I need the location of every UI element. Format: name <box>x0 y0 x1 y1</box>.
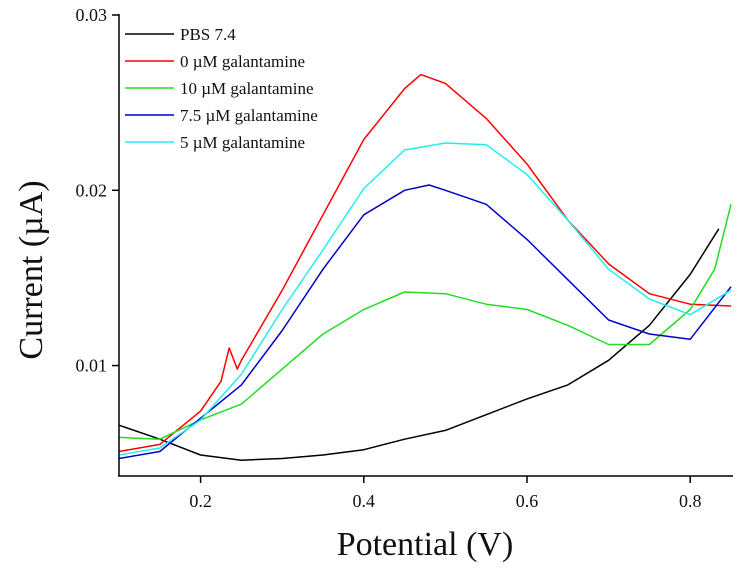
x-tick-label: 0.6 <box>516 491 539 511</box>
legend-label-1: 0 µM galantamine <box>180 52 305 71</box>
legend-label-4: 5 µM galantamine <box>180 133 305 152</box>
series-line-1 <box>118 73 732 453</box>
x-tick-label: 0.4 <box>353 491 376 511</box>
series-line-4 <box>118 142 732 456</box>
legend-label-2: 10 µM galantamine <box>180 79 314 98</box>
legend-label-0: PBS 7.4 <box>180 25 236 44</box>
legend-label-3: 7.5 µM galantamine <box>180 106 318 125</box>
series-line-2 <box>118 204 732 440</box>
y-tick-label: 0.02 <box>76 180 108 200</box>
x-tick-label: 0.8 <box>679 491 702 511</box>
x-tick-label: 0.2 <box>189 491 212 511</box>
ticks-layer: 0.2 0.4 0.6 0.8 0.01 0.02 0.03 <box>76 5 702 511</box>
series-line-3 <box>118 184 732 460</box>
series-line-0 <box>118 228 720 461</box>
y-tick-label: 0.03 <box>76 5 108 25</box>
series-layer <box>118 73 732 461</box>
y-tick-label: 0.01 <box>76 356 108 376</box>
legend: PBS 7.4 0 µM galantamine 10 µM galantamine… <box>125 25 318 152</box>
x-axis-label: Potential (V) <box>337 526 514 563</box>
y-axis-label: Current (µA) <box>13 180 50 359</box>
